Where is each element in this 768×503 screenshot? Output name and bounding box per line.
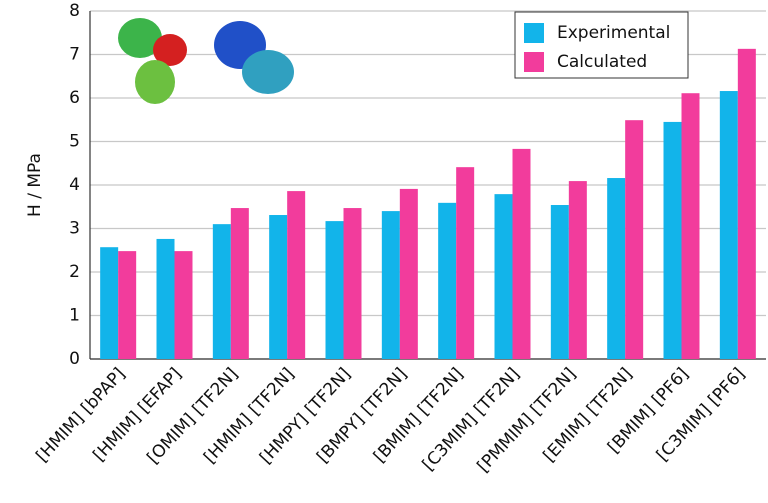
bar [100,247,119,359]
bar [456,167,475,359]
legend-swatch [524,52,544,72]
y-tick-label: 0 [69,349,80,369]
legend-swatch [524,23,544,43]
bar [625,120,644,359]
bar [737,48,756,359]
bar [212,224,231,359]
bar [494,194,513,359]
legend: Experimental Calculated [514,11,689,79]
bar [174,251,193,359]
x-tick-label: [C3MIM] [TF2N] [419,364,524,475]
bar [550,205,569,359]
bar [719,91,738,359]
bar [156,238,175,359]
y-tick-label: 5 [69,132,80,152]
y-tick-label: 6 [69,88,80,108]
bar [118,251,137,359]
bar [663,121,682,359]
legend-label: Experimental [557,23,670,43]
bar [230,208,249,359]
molecule-images [118,18,294,104]
bar [399,188,418,359]
y-tick-label: 1 [69,306,80,326]
bar [269,215,288,359]
bar [681,93,700,359]
y-tick-label: 8 [69,1,80,21]
bar [381,211,400,359]
bar [325,221,344,359]
y-axis-label: H / MPa [25,153,45,217]
bar [343,208,362,359]
y-tick-label: 4 [69,175,80,195]
bar [568,181,587,359]
y-tick-label: 3 [69,219,80,239]
bar [287,191,306,359]
bar [512,148,531,359]
y-tick-label: 7 [69,45,80,65]
y-tick-label: 2 [69,262,80,282]
bar [607,178,626,359]
bar [438,202,457,359]
x-tick-label: [PMMIM] [TF2N] [474,364,581,476]
legend-label: Calculated [557,52,647,72]
